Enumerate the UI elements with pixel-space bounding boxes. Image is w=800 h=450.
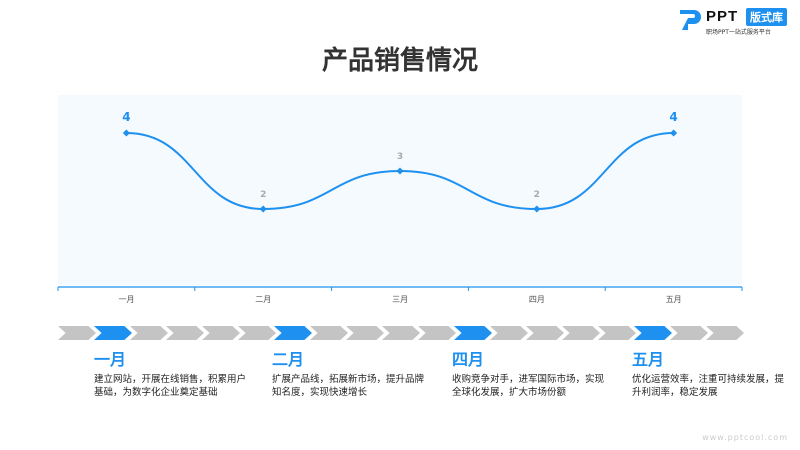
logo-p-icon <box>680 10 701 30</box>
timeline-item-title: 五月 <box>632 350 665 369</box>
chevron <box>130 326 168 340</box>
chevron <box>166 326 204 340</box>
timeline-item-desc: 优化运营效率，注重可持续发展，提升利润率，稳定发展 <box>632 374 785 398</box>
x-tick-label: 一月 <box>118 295 135 304</box>
timeline-item-title: 二月 <box>272 350 305 369</box>
data-point <box>396 167 404 175</box>
chevron <box>706 326 744 340</box>
chevron-highlighted <box>94 326 132 340</box>
data-point <box>122 129 130 137</box>
data-label: 4 <box>669 110 677 124</box>
chevron <box>310 326 348 340</box>
chevron-highlighted <box>454 326 492 340</box>
x-tick-label: 三月 <box>392 295 409 304</box>
watermark: www.pptcool.com <box>702 433 788 442</box>
chevron <box>382 326 420 340</box>
page-title: 产品销售情况 <box>321 46 478 76</box>
data-label: 2 <box>534 190 540 200</box>
chevron <box>202 326 240 340</box>
chevron-highlighted <box>274 326 312 340</box>
chevron <box>238 326 276 340</box>
chevron <box>418 326 456 340</box>
chevron-highlighted <box>634 326 672 340</box>
chevron <box>58 326 96 340</box>
timeline-item: 二月 扩展产品线，拓展新市场，提升品牌知名度，实现快速增长 <box>272 346 432 399</box>
plot-area <box>58 95 742 285</box>
chevron <box>346 326 384 340</box>
line-chart: 4 2 3 2 4 <box>57 95 743 291</box>
timeline-item: 四月 收购竞争对手，进军国际市场，实现全球化发展，扩大市场份额 <box>452 346 612 399</box>
logo-badge: 版式库 <box>746 8 787 26</box>
logo-subtitle: 职场PPT一站式服务平台 <box>706 29 771 36</box>
x-tick-label: 二月 <box>255 295 272 304</box>
chevron <box>670 326 708 340</box>
logo-text: PPT <box>706 8 739 25</box>
timeline-item-desc: 扩展产品线，拓展新市场，提升品牌知名度，实现快速增长 <box>272 374 425 398</box>
data-point <box>670 129 678 137</box>
logo: PPT 版式库 职场PPT一站式服务平台 <box>678 6 796 36</box>
data-label: 4 <box>122 110 130 124</box>
data-point <box>259 205 267 213</box>
timeline-item: 一月 建立网站，开展在线销售，积累用户基础，为数字化企业奠定基础 <box>94 346 254 399</box>
chevron <box>526 326 564 340</box>
x-tick-label: 五月 <box>665 295 682 304</box>
chevron <box>598 326 636 340</box>
data-label: 3 <box>397 152 403 162</box>
x-tick-label: 四月 <box>528 295 545 304</box>
timeline-item-desc: 收购竞争对手，进军国际市场，实现全球化发展，扩大市场份额 <box>452 374 605 398</box>
chevron <box>562 326 600 340</box>
timeline-item-desc: 建立网站，开展在线销售，积累用户基础，为数字化企业奠定基础 <box>94 374 247 398</box>
chevron <box>490 326 528 340</box>
data-label: 2 <box>260 190 266 200</box>
timeline-item: 五月 优化运营效率，注重可持续发展，提升利润率，稳定发展 <box>632 346 792 399</box>
timeline-item-title: 四月 <box>452 350 485 369</box>
timeline-item-title: 一月 <box>94 350 127 369</box>
data-point <box>533 205 541 213</box>
